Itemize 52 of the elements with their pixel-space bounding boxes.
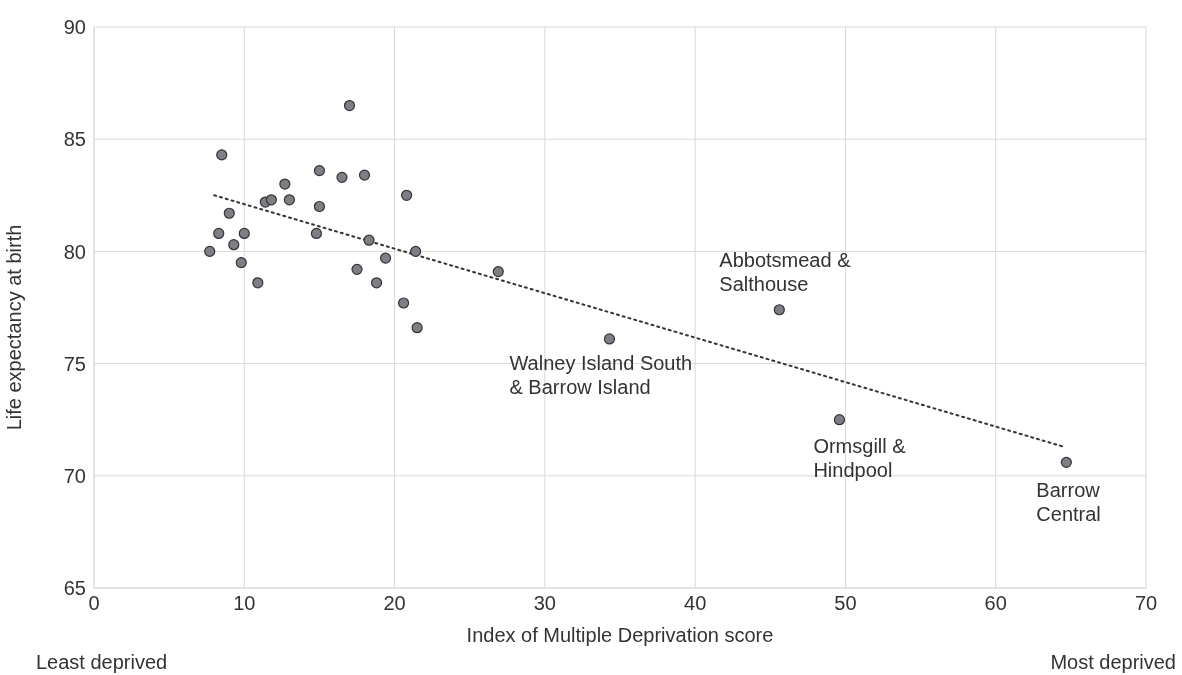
point: [397, 297, 410, 309]
point: [400, 189, 413, 201]
text: Most deprived: [1050, 650, 1176, 674]
x-tick-label: 30: [533, 592, 556, 615]
y-tick-label: 90: [63, 16, 86, 39]
point: [833, 414, 846, 426]
y-tick-label: 65: [63, 577, 86, 600]
x-axis-title: Index of Multiple Deprivation score: [466, 624, 774, 646]
point: [265, 194, 277, 206]
point: [379, 252, 392, 264]
point: [252, 277, 264, 289]
point: [336, 171, 348, 183]
point: [235, 257, 247, 269]
y-tick-label: 75: [63, 352, 86, 375]
x-tick-label: 50: [834, 592, 857, 615]
point: [310, 227, 323, 240]
point: [370, 277, 383, 289]
x-tick-label: 10: [233, 592, 256, 615]
y-axis-title: Life expectancy at birth: [3, 224, 26, 431]
point: [358, 169, 371, 181]
x-tick-label: 20: [383, 592, 406, 615]
point: [238, 227, 250, 240]
point: [410, 245, 422, 257]
point: [279, 178, 291, 190]
y-tick-label: 70: [63, 464, 86, 487]
point: [343, 99, 356, 112]
point: [363, 234, 375, 246]
annotation: Ormsgill & Hindpool: [813, 433, 906, 482]
x-tick-label: 70: [1134, 592, 1158, 615]
point: [216, 149, 228, 161]
point: [411, 322, 423, 334]
point: [228, 239, 240, 251]
point: [492, 266, 504, 278]
point: [773, 304, 785, 316]
point: [313, 200, 326, 213]
x-tick-label: 60: [984, 592, 1007, 615]
point: [603, 333, 616, 345]
y-tick-label: 80: [63, 240, 86, 263]
point: [313, 165, 326, 177]
annotation: Barrow Central: [1036, 478, 1101, 527]
annotation: Abbotsmead & Salthouse: [719, 247, 851, 296]
point: [204, 245, 216, 257]
point: [223, 207, 235, 219]
annotation: Walney Island South & Barrow Island: [509, 350, 693, 399]
x-tick-label: 0: [88, 592, 100, 615]
point: [213, 227, 225, 240]
y-tick-label: 85: [63, 128, 86, 151]
point: [283, 194, 295, 206]
point: [1060, 456, 1072, 468]
point: [351, 263, 363, 275]
text: Least deprived: [36, 650, 168, 674]
x-tick-label: 40: [684, 592, 707, 615]
